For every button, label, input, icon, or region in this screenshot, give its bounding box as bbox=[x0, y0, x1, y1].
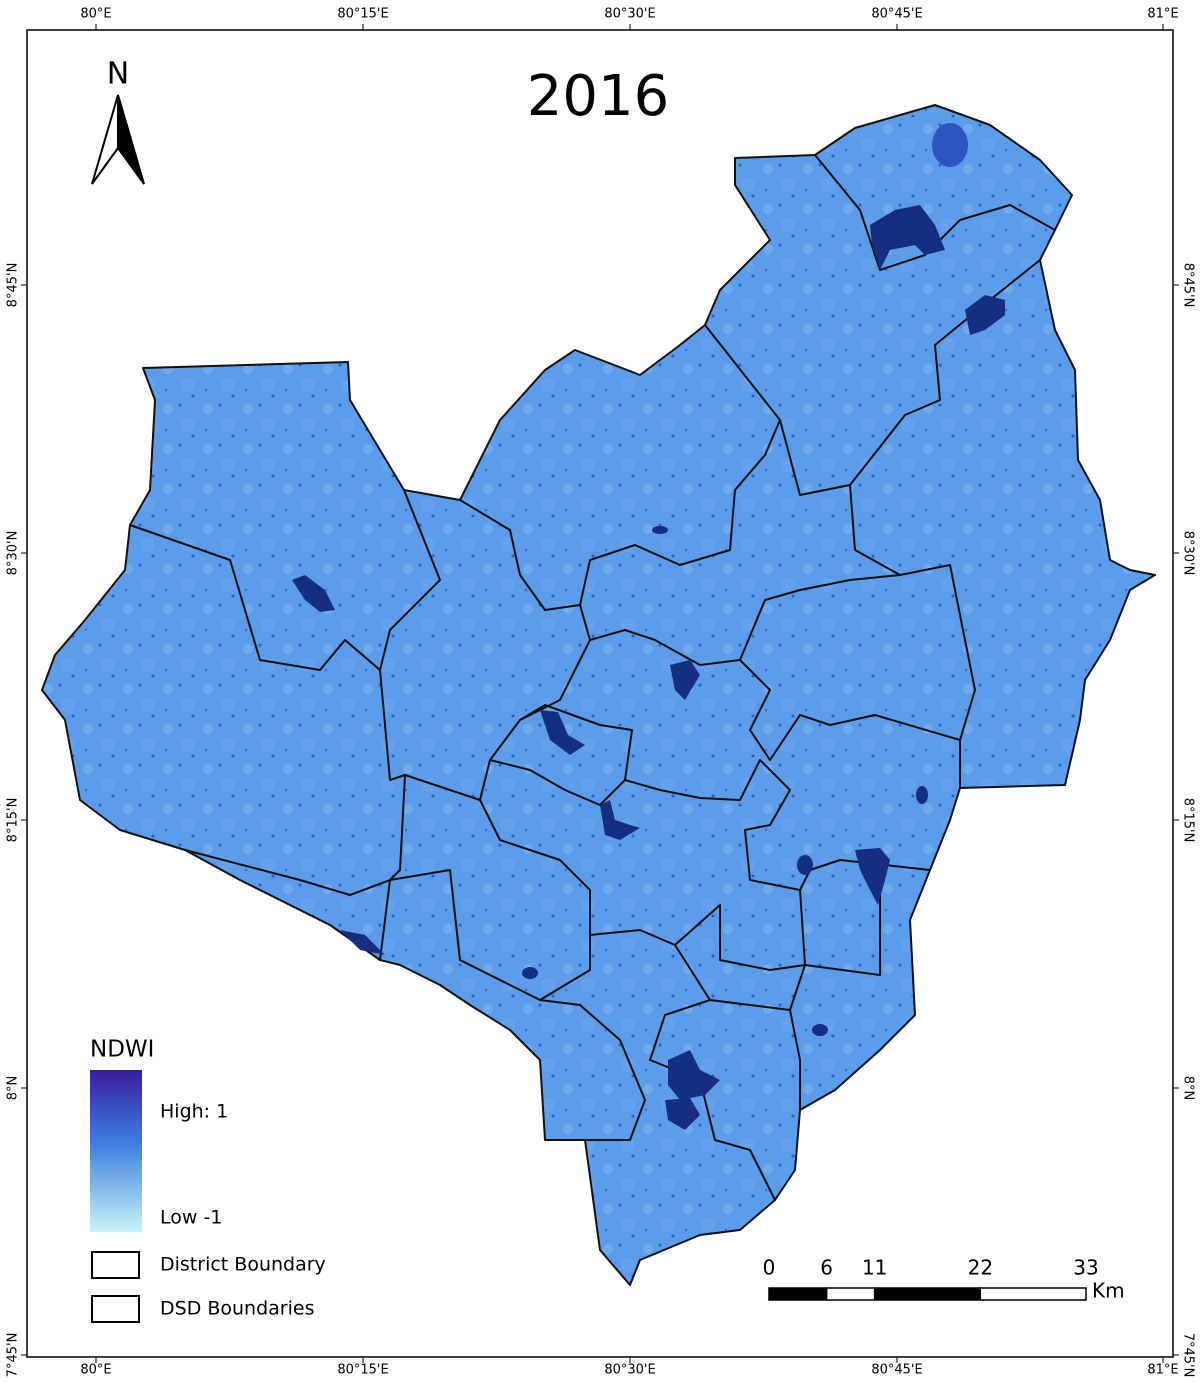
legend: NDWI High: 1 Low -1 District Boundary DS… bbox=[90, 1037, 326, 1323]
longitude-label: 81°E bbox=[1147, 7, 1178, 22]
scale-segment bbox=[979, 1287, 1087, 1301]
longitude-label: 81°E bbox=[1147, 1363, 1178, 1378]
longitude-label: 80°E bbox=[80, 7, 111, 22]
latitude-label: 8°30'N bbox=[1181, 531, 1196, 576]
latitude-label: 8°30'N bbox=[6, 531, 21, 576]
water-bodies bbox=[292, 123, 1005, 1130]
map-title: 2016 bbox=[527, 64, 670, 129]
longitude-label: 80°15'E bbox=[337, 7, 388, 22]
latitude-label: 8°45'N bbox=[6, 263, 21, 308]
scale-segment bbox=[768, 1287, 828, 1301]
longitude-label: 80°30'E bbox=[604, 7, 655, 22]
legend-ramp bbox=[90, 1070, 142, 1232]
dsd-boundaries bbox=[129, 154, 1056, 1201]
scale-label: 33 bbox=[1073, 1256, 1098, 1280]
graticule: 80°E 80°E 80°15'E 80°15'E 80°30'E 80°30'E 80°4… bbox=[6, 7, 1196, 1378]
study-area bbox=[41, 104, 1156, 1286]
scale-segment bbox=[873, 1287, 982, 1301]
longitude-label: 80°30'E bbox=[604, 1363, 655, 1378]
scale-label: 0 bbox=[763, 1256, 776, 1280]
legend-title: NDWI bbox=[90, 1037, 154, 1063]
longitude-label: 80°E bbox=[80, 1363, 111, 1378]
longitude-label: 80°45'E bbox=[871, 1363, 922, 1378]
longitude-label: 80°45'E bbox=[871, 7, 922, 22]
latitude-label: 7°45'N bbox=[1181, 1333, 1196, 1378]
north-arrow: N bbox=[91, 57, 145, 185]
scale-label: 11 bbox=[862, 1256, 887, 1280]
scale-label: 22 bbox=[968, 1256, 993, 1280]
scale-segment bbox=[825, 1287, 876, 1301]
legend-item: District Boundary bbox=[160, 1254, 326, 1276]
scale-unit: Km bbox=[1092, 1279, 1125, 1303]
legend-high: High: 1 bbox=[160, 1101, 228, 1123]
latitude-label: 8°15'N bbox=[1181, 798, 1196, 843]
latitude-label: 8°N bbox=[6, 1076, 21, 1101]
scale-label: 6 bbox=[820, 1256, 833, 1280]
legend-item: DSD Boundaries bbox=[160, 1298, 315, 1320]
longitude-label: 80°15'E bbox=[337, 1363, 388, 1378]
latitude-label: 8°15'N bbox=[6, 798, 21, 843]
latitude-label: 8°N bbox=[1181, 1076, 1196, 1101]
legend-low: Low -1 bbox=[160, 1207, 222, 1229]
legend-swatch bbox=[91, 1295, 140, 1323]
latitude-label: 7°45'N bbox=[6, 1333, 21, 1378]
legend-swatch bbox=[91, 1251, 140, 1279]
latitude-label: 8°45'N bbox=[1181, 263, 1196, 308]
north-label: N bbox=[107, 57, 129, 92]
